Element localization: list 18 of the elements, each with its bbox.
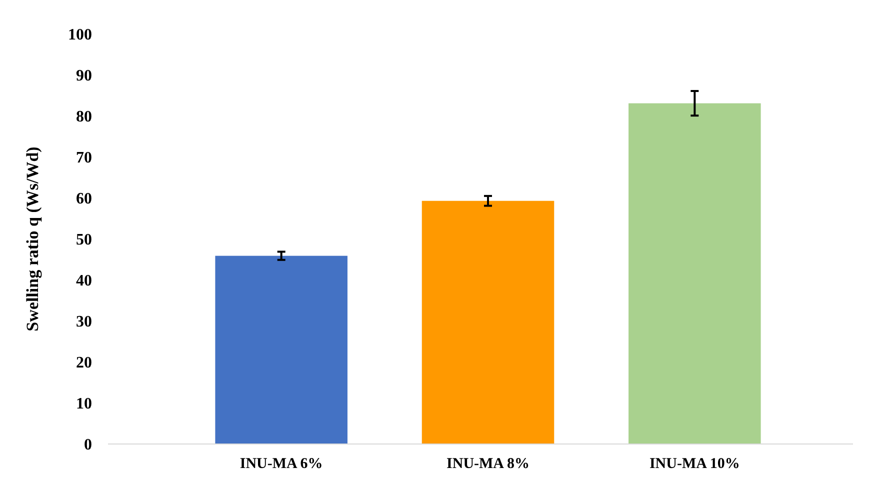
y-tick-label: 0 [84,436,92,454]
y-tick-label: 40 [76,272,92,290]
y-tick-label: 50 [76,232,92,249]
y-tick-label: 20 [76,354,92,372]
y-tick-label: 100 [68,26,92,44]
x-tick-label: INU-MA 10% [649,456,740,472]
bar [628,103,761,444]
y-tick-label: 70 [76,150,92,167]
bar [422,200,554,444]
y-tick-label: 30 [76,314,92,331]
bar [215,256,348,444]
x-tick-label: INU-MA 8% [446,456,530,472]
y-tick-label: 90 [76,68,92,85]
y-axis-title: Swelling ratio q (Ws/Wd) [23,146,42,332]
x-tick-label: INU-MA 6% [240,456,323,472]
y-tick-label: 60 [76,190,92,208]
y-tick-label: 80 [76,108,92,126]
y-tick-label: 10 [76,396,92,413]
